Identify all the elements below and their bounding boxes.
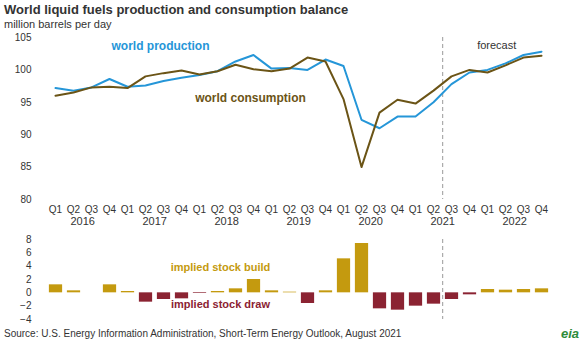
svg-text:90: 90 xyxy=(20,129,32,140)
svg-text:−2: −2 xyxy=(20,300,32,311)
svg-text:85: 85 xyxy=(20,161,32,172)
svg-text:Q1: Q1 xyxy=(121,204,135,215)
svg-text:world consumption: world consumption xyxy=(194,91,306,105)
html-text:World liquid fuels production: World liquid fuels production and consum… xyxy=(4,2,349,17)
svg-text:2016: 2016 xyxy=(70,215,94,227)
svg-text:Q3: Q3 xyxy=(373,204,387,215)
svg-text:Q2: Q2 xyxy=(427,204,441,215)
svg-text:80: 80 xyxy=(20,194,32,205)
svg-text:Q1: Q1 xyxy=(409,204,423,215)
html-text:Source: U.S. Energy Informatio: Source: U.S. Energy Information Administ… xyxy=(4,327,402,339)
svg-text:Q2: Q2 xyxy=(139,204,153,215)
svg-text:2: 2 xyxy=(26,274,32,285)
svg-text:Q3: Q3 xyxy=(229,204,243,215)
svg-text:implied stock build: implied stock build xyxy=(171,261,271,273)
svg-text:6: 6 xyxy=(26,247,32,258)
svg-text:Q4: Q4 xyxy=(103,204,117,215)
svg-text:Q1: Q1 xyxy=(265,204,279,215)
svg-text:95: 95 xyxy=(20,97,32,108)
svg-text:Q3: Q3 xyxy=(85,204,99,215)
svg-text:2017: 2017 xyxy=(142,215,166,227)
svg-text:Q4: Q4 xyxy=(535,204,549,215)
svg-text:world production: world production xyxy=(111,39,210,53)
svg-text:Q3: Q3 xyxy=(445,204,459,215)
svg-text:Q4: Q4 xyxy=(463,204,477,215)
svg-text:2022: 2022 xyxy=(502,215,526,227)
svg-text:4: 4 xyxy=(26,260,32,271)
html-text:eia: eia xyxy=(560,325,579,341)
svg-text:2018: 2018 xyxy=(214,215,238,227)
svg-text:Q2: Q2 xyxy=(211,204,225,215)
svg-text:2019: 2019 xyxy=(286,215,310,227)
svg-text:8: 8 xyxy=(26,234,32,245)
svg-text:105: 105 xyxy=(15,32,32,43)
svg-text:Q2: Q2 xyxy=(283,204,297,215)
svg-text:implied stock draw: implied stock draw xyxy=(171,298,270,310)
svg-text:Q1: Q1 xyxy=(337,204,351,215)
svg-text:2021: 2021 xyxy=(430,215,454,227)
svg-text:Q1: Q1 xyxy=(193,204,207,215)
svg-text:Q2: Q2 xyxy=(355,204,369,215)
svg-text:−4: −4 xyxy=(20,314,32,325)
svg-text:Q3: Q3 xyxy=(301,204,315,215)
svg-text:Q4: Q4 xyxy=(175,204,189,215)
svg-text:Q1: Q1 xyxy=(481,204,495,215)
svg-text:Q3: Q3 xyxy=(517,204,531,215)
html-text:million barrels per day: million barrels per day xyxy=(4,18,112,30)
svg-text:100: 100 xyxy=(15,64,32,75)
svg-text:Q1: Q1 xyxy=(49,204,63,215)
svg-text:Q3: Q3 xyxy=(157,204,171,215)
svg-text:Q4: Q4 xyxy=(247,204,261,215)
svg-text:Q2: Q2 xyxy=(499,204,513,215)
svg-text:Q4: Q4 xyxy=(391,204,405,215)
svg-text:2020: 2020 xyxy=(358,215,382,227)
svg-text:Q4: Q4 xyxy=(319,204,333,215)
svg-text:Q2: Q2 xyxy=(67,204,81,215)
svg-text:0: 0 xyxy=(26,287,32,298)
svg-text:forecast: forecast xyxy=(477,39,516,51)
